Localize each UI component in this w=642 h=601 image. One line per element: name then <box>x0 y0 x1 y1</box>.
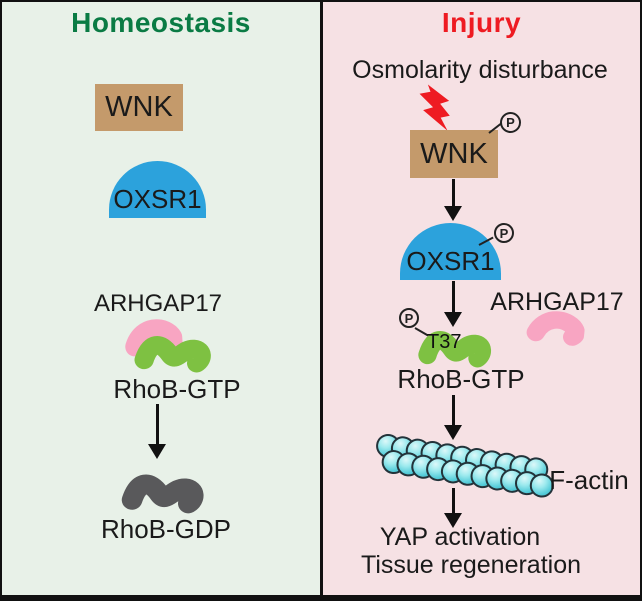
oxsr1-label: OXSR1 <box>406 246 495 276</box>
phospho-letter: P <box>404 310 414 326</box>
oxsr1-label: OXSR1 <box>113 184 202 214</box>
arhgap17-blob-pink <box>526 311 585 346</box>
injury-panel: Injury Osmolarity disturbance WNK P OXSR… <box>323 2 640 595</box>
lightning-icon <box>419 84 450 131</box>
oxsr1-dome: OXSR1 <box>109 161 206 218</box>
phospho-badge: P <box>494 223 514 243</box>
arhgap17-blob-pink <box>125 319 183 357</box>
rhob-gtp-label: RhoB-GTP <box>397 364 525 394</box>
down-arrow <box>444 395 462 440</box>
phospho-letter: P <box>499 225 509 241</box>
down-arrow <box>444 488 462 528</box>
yap-activation-label: YAP activation <box>379 523 541 551</box>
tissue-regeneration-label: Tissue regeneration <box>360 551 582 579</box>
phospho-badge: P <box>399 308 419 328</box>
oxsr1-dome: OXSR1 <box>400 223 501 280</box>
t37-label: T37 <box>427 331 462 353</box>
wnk-label: WNK <box>420 137 488 170</box>
arhgap17-label: ARHGAP17 <box>93 290 223 317</box>
phospho-badge: P <box>500 112 521 133</box>
osmolarity-label: Osmolarity disturbance <box>352 56 608 84</box>
wnk-box: WNK <box>95 84 183 131</box>
f-actin-label: F-actin <box>549 465 629 495</box>
rhob-gdp-blob-gray <box>121 474 204 514</box>
rhob-gtp-blob-green <box>134 336 211 373</box>
wnk-box: WNK <box>410 130 498 178</box>
rhob-gtp-label: RhoB-GTP <box>113 374 241 404</box>
rhob-gdp-label: RhoB-GDP <box>100 514 232 544</box>
injury-title: Injury <box>441 7 522 38</box>
homeostasis-title: Homeostasis <box>71 7 251 38</box>
down-arrow <box>148 404 166 459</box>
wnk-label: WNK <box>105 91 173 123</box>
homeostasis-panel: Homeostasis WNK OXSR1 ARHGAP17 RhoB-GTP … <box>2 2 320 595</box>
rhob-gtp-blob-green <box>418 331 492 368</box>
phospho-letter: P <box>506 115 515 130</box>
down-arrow <box>444 179 462 221</box>
down-arrow <box>444 281 462 327</box>
